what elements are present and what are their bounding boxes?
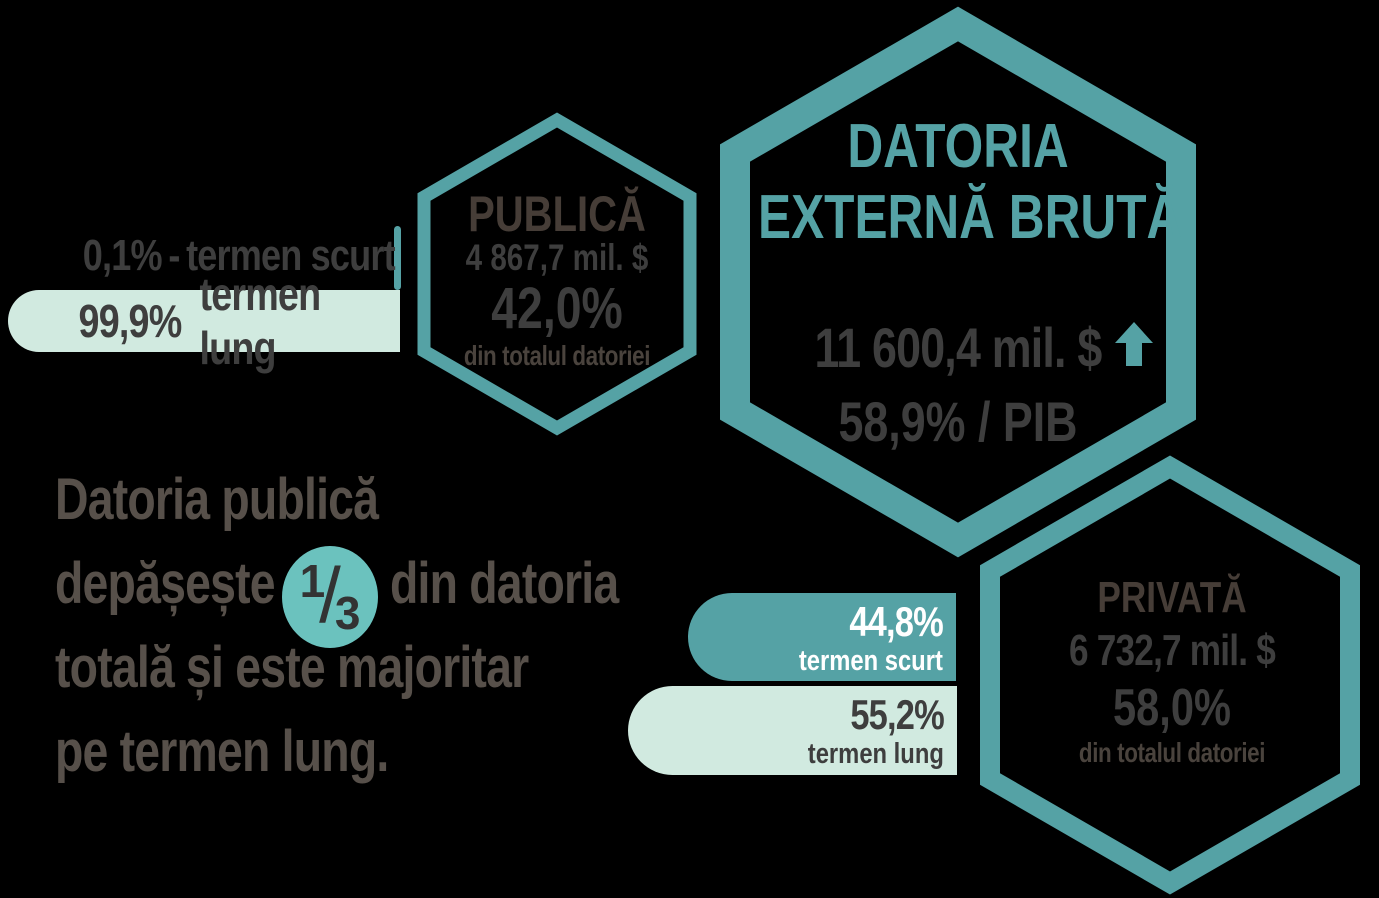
public-hexagon-caption: din totalul datoriei [463,340,651,371]
public-long-term-value: 99,9% [78,295,183,347]
note-line2-after: din datoria [390,551,619,616]
public-hexagon-title: PUBLICĂ [468,186,646,242]
public-long-term-label: termen lung [199,268,321,374]
one-third-badge: 1 / 3 [282,546,378,648]
public-hexagon-percent: 42,0% [491,276,623,341]
fraction-denominator: 3 [334,587,361,639]
public-short-term-bar [394,226,401,290]
main-hexagon-title-line2: EXTERNĂ BRUTĂ [758,183,1183,252]
private-hexagon-percent: 58,0% [1113,679,1231,737]
private-hexagon-title: PRIVATĂ [1097,573,1247,622]
private-hexagon-caption: din totalul datoriei [1078,737,1266,768]
public-hexagon-amount: 4 867,7 mil. $ [465,237,649,278]
increase-arrow-icon [1115,322,1153,366]
public-short-term-label: termen scurt [186,231,396,280]
main-hexagon-gdp-ratio: 58,9% / PIB [838,390,1078,453]
public-long-term-pill: 99,9% termen lung [8,268,400,374]
fraction-slash: / [319,550,341,639]
fraction-numerator: 1 [299,555,326,607]
private-short-term-pill: 44,8% termen scurt [688,593,956,681]
note-line3: totală și este majoritar [55,635,529,700]
note-line1: Datoria publică [55,467,379,532]
main-hexagon-title-line1: DATORIA [847,112,1069,181]
private-hexagon-outline [980,455,1360,895]
private-long-term-value: 55,2% [850,691,944,738]
main-hexagon-amount: 11 600,4 mil. $ [814,316,1103,379]
public-hexagon-outline [417,112,697,436]
note-line4: pe termen lung. [55,719,389,784]
private-short-term-value: 44,8% [849,597,943,645]
main-hexagon-outline [720,6,1196,558]
public-short-term-value: 0,1% [82,231,163,280]
private-hexagon-amount: 6 732,7 mil. $ [1068,626,1276,675]
private-short-term-label: termen scurt [798,644,943,677]
note-line2-before: depășește [55,551,276,616]
private-long-term-label: termen lung [807,738,944,770]
private-long-term-pill: 55,2% termen lung [628,686,957,775]
short-term-dash: - [168,231,180,280]
public-short-term-stat: 0,1% - termen scurt [82,231,396,280]
